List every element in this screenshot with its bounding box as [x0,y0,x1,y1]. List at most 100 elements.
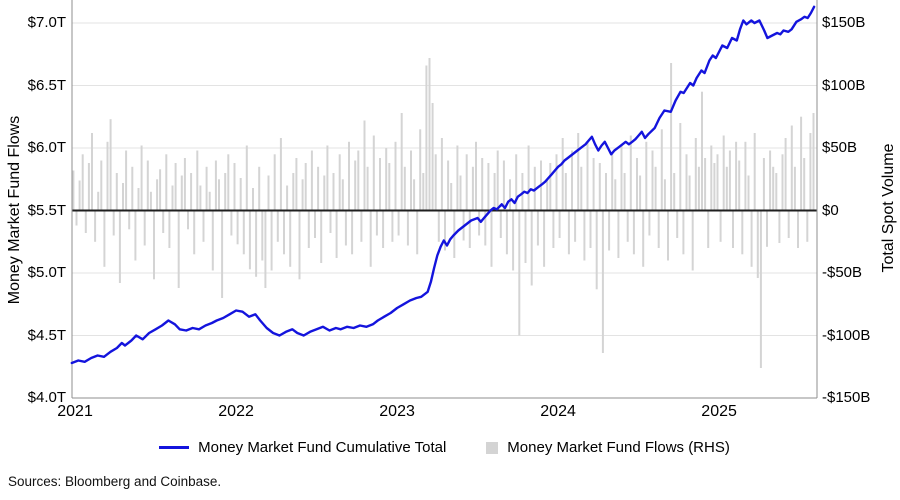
x-tick-label: 2021 [57,403,93,420]
flow-bar [772,166,775,211]
flow-bar [146,160,149,211]
flow-bar [636,158,638,211]
flow-bar [536,210,539,246]
flow-bar [137,188,140,211]
flow-bar [571,150,573,211]
flow-bar [688,175,691,211]
legend-item-fund-flows: Money Market Fund Flows (RHS) [486,439,730,456]
flow-bar [87,163,90,211]
flow-bar [555,154,558,211]
flow-bar [670,63,673,211]
flow-bar [747,175,750,211]
flow-bar [109,119,112,211]
flow-bar [159,169,162,211]
flow-bar [679,123,682,211]
flow-bar [515,154,518,211]
flow-bar [586,141,589,211]
flow-bar [546,179,549,211]
flow-bar [248,210,251,270]
flow-bar [493,173,496,211]
flow-bar [354,160,357,211]
flow-bar [468,210,471,248]
flow-bar [611,154,614,211]
flow-bar [199,185,202,211]
flow-bar [663,179,666,211]
flow-bar [437,210,440,242]
flow-bar [722,135,725,211]
flow-bar [738,160,741,211]
flow-bar [803,158,806,211]
flow-bar [112,210,115,236]
flow-bar [694,138,697,211]
flow-bar [72,170,75,211]
flow-bar [744,141,747,211]
flow-bar [797,210,799,248]
flow-bar [391,210,394,242]
flow-bar [465,154,468,211]
flow-bar [292,173,295,211]
flow-bar [84,210,87,233]
flow-bar [713,163,716,211]
flow-bar [419,129,422,211]
sources-note: Sources: Bloomberg and Coinbase. [8,474,222,489]
flow-bar [118,210,121,283]
flow-bar [499,210,502,238]
flow-bar [704,158,707,211]
flow-bar [344,210,347,246]
flow-bar [471,166,474,211]
flow-bar [790,125,793,211]
flow-bar [762,158,765,211]
flow-bar [716,154,719,211]
flow-bar [255,210,258,277]
flow-bar [592,158,595,211]
flow-bar [753,133,756,211]
flow-bar [122,183,124,211]
flow-bar [221,210,224,298]
flow-bar [304,163,307,211]
flow-bar [75,210,78,226]
flow-bar [425,65,428,211]
flow-bar [264,210,267,288]
flow-bar [410,150,412,211]
flow-bar [168,210,171,248]
legend-bar-label: Money Market Fund Flows (RHS) [507,439,730,456]
flow-bar [524,210,527,263]
flow-bar [233,163,236,211]
flow-bar [125,150,128,211]
right-tick-label: -$50B [822,264,863,281]
flow-bar [224,173,227,211]
flow-bar [660,129,663,211]
legend-line-swatch [159,446,190,449]
flow-bar [326,145,329,211]
flow-bar [595,210,598,290]
flow-bar [239,178,242,211]
flow-bar [413,179,416,211]
flow-bar [279,138,282,211]
flow-bar [775,173,778,211]
flow-bar [94,210,97,242]
flow-bar [143,210,146,246]
flow-bar [549,163,552,211]
flow-bar [741,210,744,255]
flow-bar [382,210,385,248]
left-tick-label: $7.0T [27,14,66,31]
x-tick-label: 2022 [218,403,254,420]
flow-bar [502,160,505,211]
flow-bar [447,160,450,211]
flow-bar [314,210,316,238]
flow-bar [654,166,657,211]
flow-bar [518,210,521,336]
flow-bar [509,179,511,211]
flow-bar [273,154,276,211]
right-tick-label: -$100B [822,326,871,344]
flow-bar [617,210,620,258]
right-tick-label: $0 [822,201,839,219]
flow-bar [484,210,487,246]
flow-bar [348,141,350,211]
flow-bar [697,166,700,211]
flow-bar [769,150,772,211]
flow-bar [190,173,193,211]
flow-bar [598,163,601,211]
